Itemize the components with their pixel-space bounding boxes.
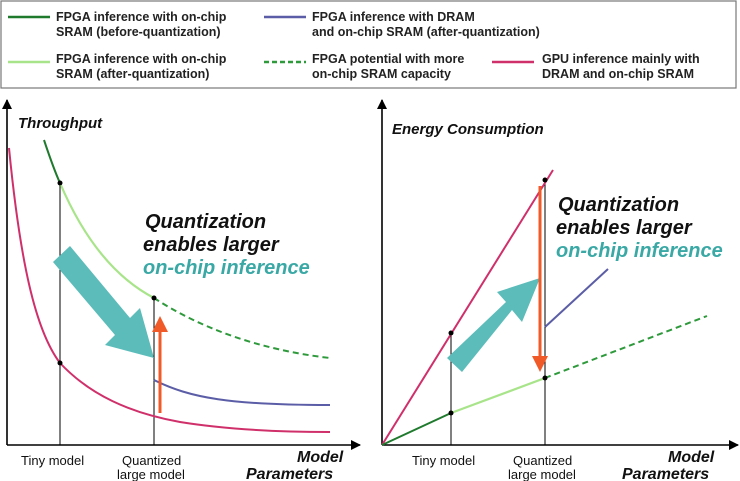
right-annotation-line1: Quantization [558,194,679,216]
left-x-title-2: Parameters [246,466,333,481]
left-orange-arrow-head [152,316,168,332]
left-annotation-line2: enables larger [143,234,280,256]
legend-item5-line2: DRAM and on-chip SRAM [542,67,694,81]
left-point-tiny-fpga [57,180,63,186]
left-fpga-after-curve [58,182,155,299]
right-tick-tiny: Tiny model [412,453,475,468]
right-fpga-potential-line [544,315,708,379]
right-point-tiny-gpu [448,330,454,336]
left-gpu-curve [8,147,331,433]
legend-item2-line1: FPGA inference with DRAM [312,10,475,24]
left-teal-arrow [53,246,154,358]
legend-item3-line2: SRAM (after-quantization) [56,67,209,81]
left-annotation-line3: on-chip inference [143,257,310,279]
right-y-axis-title: Energy Consumption [392,121,544,138]
right-annotation-line2: enables larger [556,217,693,239]
legend-frame [0,0,737,89]
legend-item2-line2: and on-chip SRAM (after-quantization) [312,25,540,39]
right-panel: Energy Consumption Quantization enables … [377,99,739,481]
right-point-quantized-gpu [542,177,548,183]
legend: FPGA inference with on-chip SRAM (before… [0,0,737,89]
right-tick-quantized-2: large model [508,467,576,481]
legend-item4-line1: FPGA potential with more [312,52,464,66]
left-x-title-1: Model [297,449,344,466]
left-annotation-line1: Quantization [145,211,266,233]
legend-item5-line1: GPU inference mainly with [542,52,700,66]
right-fpga-before-line [381,412,452,446]
right-tick-quantized-1: Quantized [513,453,572,468]
legend-item3-line1: FPGA inference with on-chip [56,52,227,66]
legend-item4-line2: on-chip SRAM capacity [312,67,451,81]
left-tick-tiny: Tiny model [21,453,84,468]
right-fpga-after-line [450,376,546,415]
right-orange-arrow-head [532,356,548,372]
right-teal-arrow [447,278,540,372]
left-point-quantized [151,295,157,301]
left-fpga-dram-curve [153,379,331,406]
left-tick-quantized-2: large model [117,467,185,481]
left-fpga-before-curve [43,139,61,184]
right-x-title-1: Model [668,449,715,466]
legend-item1-line1: FPGA inference with on-chip [56,10,227,24]
left-fpga-potential-curve [153,297,331,359]
legend-item1-line2: SRAM (before-quantization) [56,25,221,39]
right-fpga-dram-line [544,268,609,328]
left-point-tiny-gpu [57,360,63,366]
right-x-title-2: Parameters [622,466,709,481]
right-annotation-line3: on-chip inference [556,240,723,262]
left-tick-quantized-1: Quantized [122,453,181,468]
right-gpu-line [381,169,554,446]
left-y-axis-title: Throughput [18,115,103,132]
right-point-tiny-fpga [448,410,454,416]
left-panel: Throughput Quantization enables larger o… [1,99,361,481]
right-point-quantized-fpga [542,375,548,381]
